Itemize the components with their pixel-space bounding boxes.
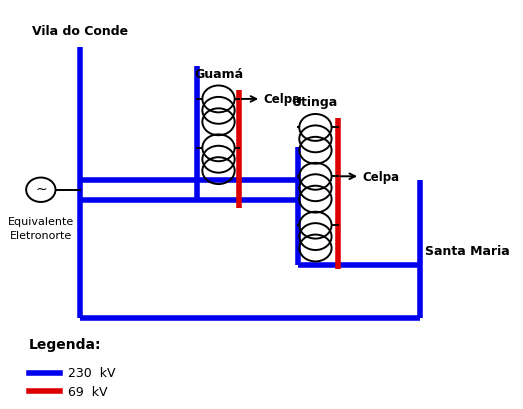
Text: Utinga: Utinga	[292, 96, 338, 109]
Text: Santa Maria: Santa Maria	[425, 244, 510, 257]
Text: Legenda:: Legenda:	[29, 337, 101, 351]
Text: Vila do Conde: Vila do Conde	[32, 25, 128, 38]
Text: Equivalente: Equivalente	[8, 217, 74, 227]
Text: 69  kV: 69 kV	[68, 385, 107, 398]
Text: Celpa: Celpa	[362, 171, 400, 183]
Text: ~: ~	[35, 182, 47, 196]
Text: Eletronorte: Eletronorte	[10, 231, 72, 241]
Text: Celpa: Celpa	[264, 93, 301, 106]
Text: 230  kV: 230 kV	[68, 366, 115, 380]
Text: Guamá: Guamá	[194, 67, 243, 81]
